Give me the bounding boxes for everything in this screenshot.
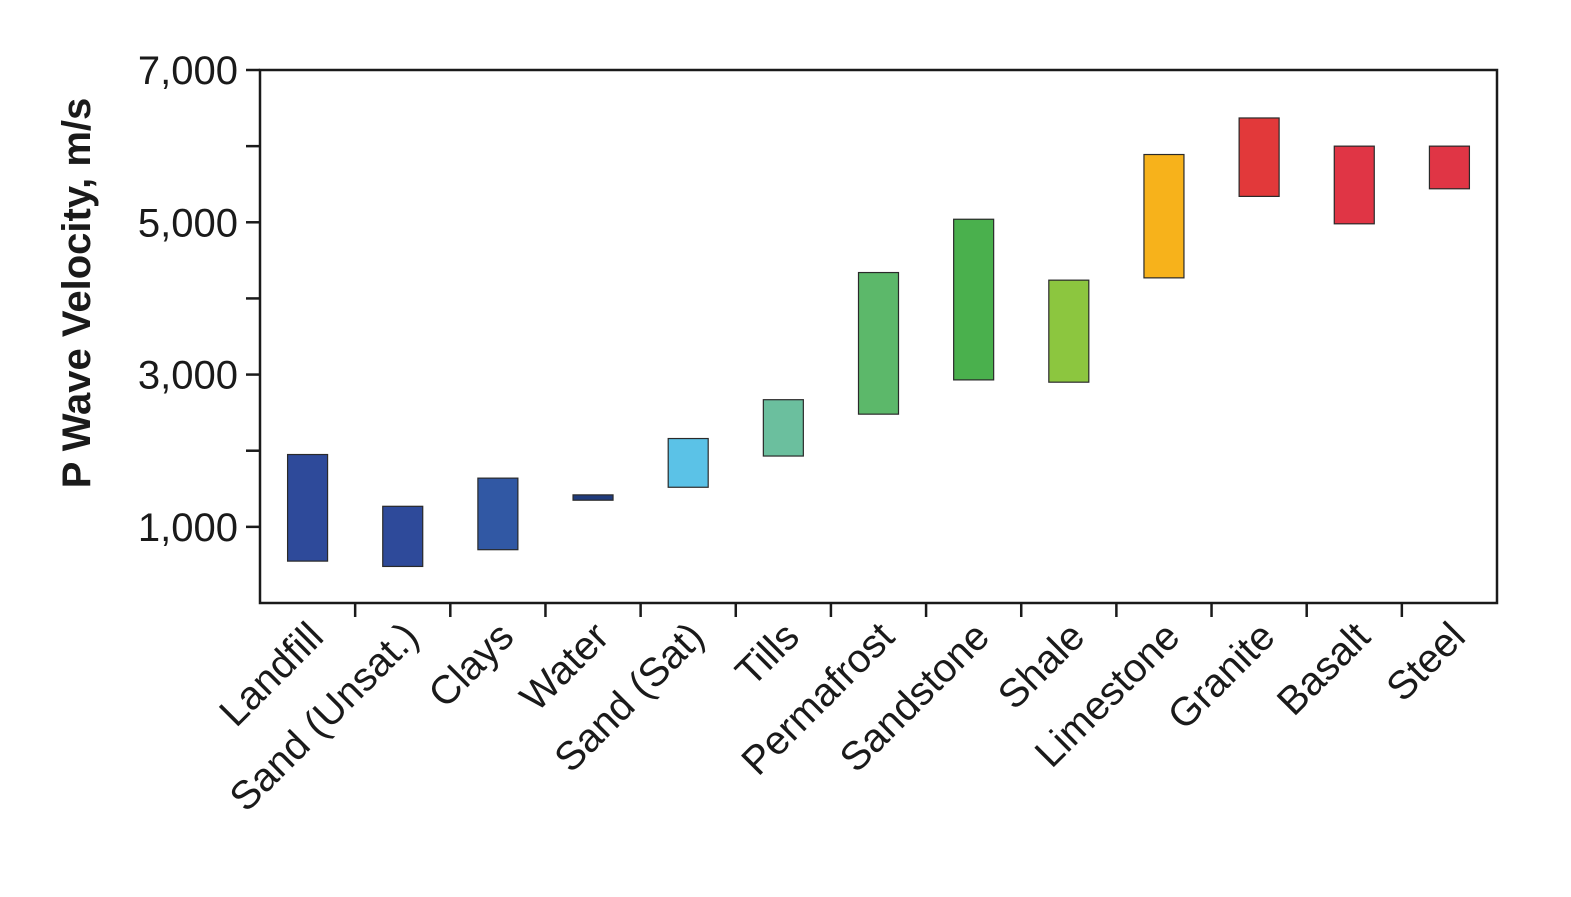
- y-tick-label: 1,000: [138, 506, 238, 550]
- range-bar-basalt: [1333, 145, 1375, 225]
- range-bar-shale: [1048, 279, 1090, 383]
- range-bar-limestone: [1143, 153, 1185, 279]
- plot-frame: [258, 68, 1499, 605]
- x-category-label: Steel: [1378, 614, 1474, 710]
- range-bar-sandstone: [953, 218, 995, 381]
- x-axis-ticks: [353, 603, 1404, 617]
- x-category-label: Granite: [1160, 614, 1284, 738]
- y-axis-title: P Wave Velocity, m/s: [55, 98, 99, 489]
- y-axis-ticks: [246, 68, 260, 529]
- y-tick-label: 3,000: [138, 354, 238, 398]
- y-axis-tick-labels: 1,000 3,000 5,000 7,000: [138, 49, 238, 550]
- range-bar-granite: [1238, 117, 1280, 197]
- x-category-label: Tills: [727, 614, 807, 694]
- y-tick-label: 7,000: [138, 49, 238, 93]
- x-category-label: Clays: [420, 614, 522, 716]
- range-bar-steel: [1428, 145, 1471, 190]
- range-bars: [286, 117, 1471, 568]
- range-bar-tills: [762, 399, 804, 457]
- range-bar-landfill: [286, 453, 329, 562]
- x-category-label: Basalt: [1269, 614, 1379, 724]
- range-bar-clays: [477, 477, 519, 551]
- range-bar-sand-unsat: [382, 505, 424, 568]
- y-tick-label: 5,000: [138, 201, 238, 245]
- range-bar-water: [572, 494, 614, 501]
- range-bar-permafrost: [857, 271, 900, 415]
- range-bar-sand-sat: [667, 437, 709, 488]
